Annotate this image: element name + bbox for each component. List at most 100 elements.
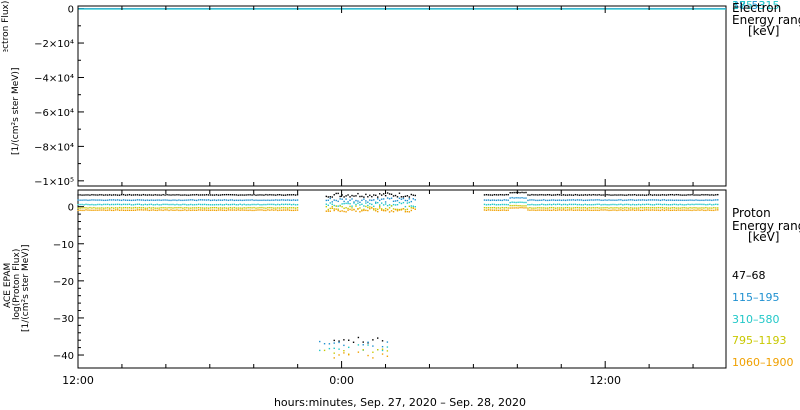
proton-data-point: [235, 207, 237, 209]
proton-data-point: [588, 207, 590, 209]
proton-data-point: [136, 194, 139, 196]
proton-data-point: [392, 210, 395, 213]
proton-data-point: [382, 193, 385, 195]
proton-data-point: [483, 209, 486, 211]
proton-data-point: [122, 209, 125, 212]
proton-data-point: [199, 209, 202, 211]
proton-data-point: [160, 207, 162, 209]
proton-data-point: [79, 207, 81, 209]
proton-data-point: [361, 203, 363, 205]
proton-data-point: [584, 207, 586, 209]
proton-data-point: [255, 209, 257, 211]
proton-data-point: [241, 204, 243, 206]
proton-data-point: [219, 199, 222, 201]
proton-data-point: [351, 207, 353, 209]
proton-dip-point: [381, 348, 384, 350]
proton-data-point: [112, 194, 115, 196]
proton-data-point: [231, 199, 234, 201]
x-tick-label: 0:00: [329, 374, 354, 387]
proton-data-point: [95, 209, 97, 211]
proton-data-point: [570, 207, 573, 209]
proton-data-point: [142, 204, 145, 206]
proton-data-point: [85, 203, 87, 206]
proton-data-point: [211, 204, 214, 206]
proton-data-point: [93, 204, 95, 206]
proton-data-point: [205, 203, 208, 206]
proton-data-point: [201, 194, 204, 196]
proton-data-point: [97, 207, 99, 209]
proton-data-point: [501, 206, 503, 209]
proton-data-point: [529, 206, 531, 209]
proton-data-point: [164, 207, 166, 209]
proton-data-point: [620, 194, 622, 196]
proton-data-point: [679, 209, 681, 211]
proton-data-point: [172, 194, 174, 196]
proton-data-point: [614, 209, 616, 211]
proton-data-point: [373, 205, 375, 208]
proton-data-point: [624, 209, 626, 211]
proton-data-point: [166, 199, 168, 201]
proton-data-point: [554, 194, 557, 196]
proton-data-point: [545, 204, 547, 206]
proton-data-point: [79, 194, 81, 196]
proton-data-point: [196, 203, 198, 206]
proton-data-point: [361, 210, 363, 212]
proton-dip-point: [348, 339, 350, 341]
proton-data-point: [598, 194, 600, 196]
proton-data-point: [211, 207, 214, 209]
proton-data-point: [205, 194, 208, 196]
proton-data-point: [663, 199, 666, 201]
proton-data-point: [186, 194, 188, 196]
proton-data-point: [353, 195, 355, 197]
x-tick-label: 12:00: [62, 374, 94, 387]
proton-data-point: [713, 203, 715, 206]
proton-data-point: [107, 203, 109, 206]
proton-dip-point: [319, 340, 321, 343]
proton-data-point: [190, 199, 192, 201]
proton-data-point: [201, 203, 204, 206]
proton-data-point: [635, 207, 638, 209]
proton-data-point: [527, 203, 529, 206]
proton-data-point: [610, 207, 612, 209]
proton-data-point: [105, 203, 107, 206]
proton-data-point: [705, 204, 707, 206]
proton-data-point: [217, 194, 220, 196]
proton-data-point: [491, 207, 494, 209]
proton-data-point: [95, 194, 97, 196]
proton-y-tick-label: −20: [53, 277, 74, 288]
proton-data-point: [562, 207, 565, 209]
proton-data-point: [675, 203, 677, 206]
proton-data-point: [275, 209, 277, 211]
proton-data-point: [184, 203, 186, 206]
proton-data-point: [669, 209, 672, 212]
proton-y-tick-label: −40: [53, 351, 74, 362]
proton-data-point: [574, 207, 577, 209]
proton-data-point: [699, 207, 701, 209]
proton-data-point: [225, 207, 228, 209]
proton-data-point: [683, 209, 685, 211]
proton-data-point: [515, 201, 517, 204]
proton-data-point: [112, 199, 115, 201]
proton-data-point: [586, 194, 588, 196]
proton-dip-point: [319, 349, 321, 352]
electron-series: [78, 8, 726, 10]
proton-data-point: [485, 204, 488, 206]
proton-data-point: [499, 209, 501, 211]
proton-ylabel-line-1: ACE EPAM: [3, 263, 13, 308]
proton-data-point: [519, 201, 521, 203]
proton-data-point: [711, 194, 713, 196]
proton-data-point: [489, 207, 492, 209]
proton-data-point: [377, 201, 379, 204]
proton-data-point: [363, 198, 365, 200]
proton-data-point: [618, 194, 620, 196]
proton-data-point: [576, 203, 579, 206]
proton-data-point: [503, 209, 505, 211]
proton-data-point: [386, 197, 389, 199]
proton-data-point: [669, 207, 672, 209]
proton-data-point: [639, 209, 642, 212]
proton-data-point: [663, 194, 666, 196]
proton-data-point: [600, 194, 602, 196]
proton-data-point: [628, 194, 630, 196]
proton-data-point: [367, 196, 369, 198]
proton-data-point: [154, 207, 156, 209]
